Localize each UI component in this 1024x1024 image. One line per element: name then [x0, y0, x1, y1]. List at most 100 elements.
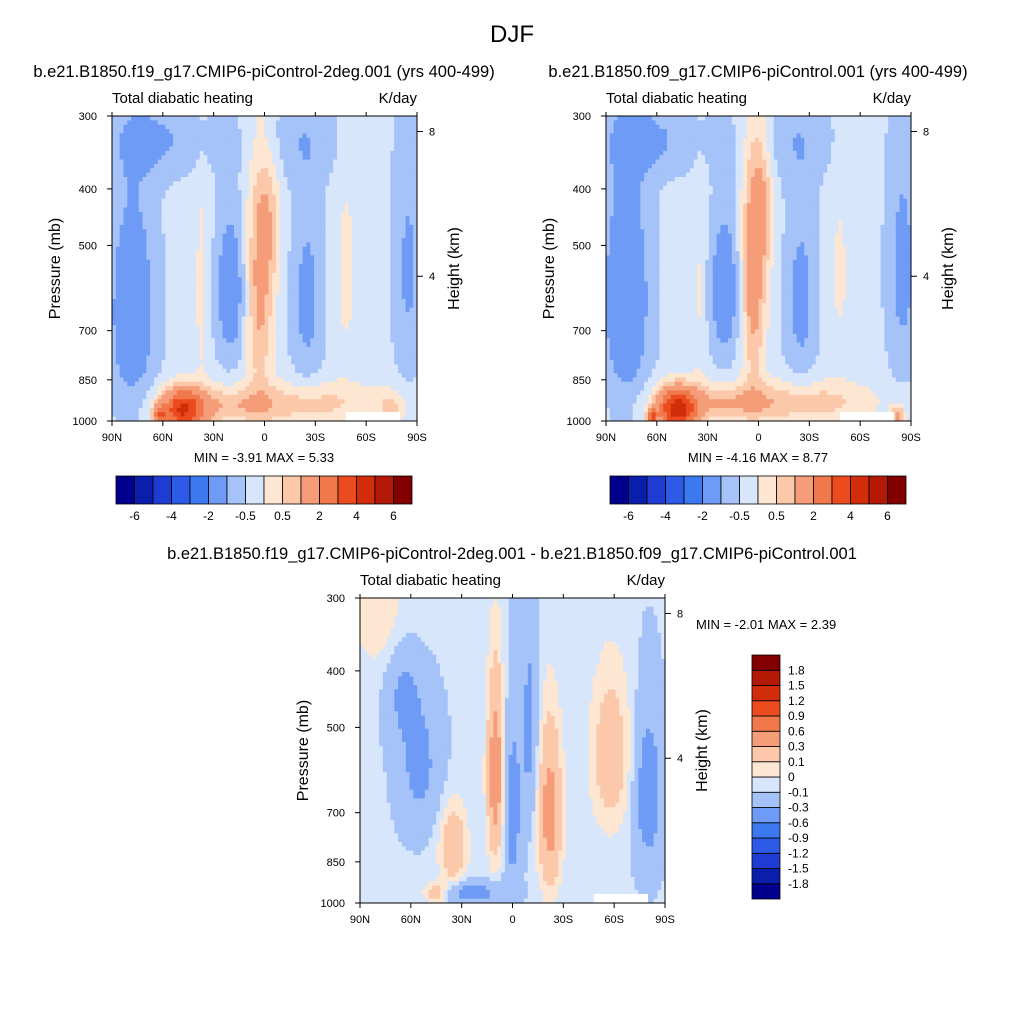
heatmap-cell — [390, 360, 395, 365]
heatmap-cell — [352, 338, 357, 344]
heatmap-cell — [211, 124, 216, 130]
heatmap-cell — [333, 146, 338, 152]
heatmap-cell — [401, 177, 407, 182]
heatmap-cell — [165, 285, 170, 291]
heatmap-cell — [394, 329, 399, 335]
heatmap-cell — [115, 342, 121, 348]
heatmap-cell — [302, 224, 308, 230]
heatmap-cell — [146, 299, 151, 304]
heatmap-cell — [184, 211, 189, 217]
heatmap-cell — [298, 351, 304, 357]
heatmap-cell — [211, 281, 216, 287]
heatmap-cell — [397, 325, 403, 331]
heatmap-cell — [397, 364, 403, 370]
heatmap-cell — [214, 381, 220, 387]
heatmap-cell — [119, 259, 125, 265]
heatmap-cell — [321, 185, 327, 191]
heatmap-cell — [306, 268, 311, 274]
heatmap-cell — [146, 220, 151, 226]
heatmap-cell — [119, 377, 125, 383]
heatmap-cell — [394, 233, 399, 239]
heatmap-cell — [298, 224, 304, 230]
heatmap-cell — [249, 129, 254, 135]
heatmap-cell — [397, 272, 403, 278]
heatmap-cell — [195, 203, 201, 209]
heatmap-cell — [142, 238, 147, 243]
heatmap-cell — [405, 229, 410, 235]
heatmap-cell — [413, 294, 417, 300]
heatmap-cell — [173, 220, 178, 226]
heatmap-cell — [390, 355, 395, 361]
heatmap-cell — [173, 255, 178, 261]
heatmap-cell — [356, 325, 361, 331]
heatmap-cell — [344, 285, 349, 291]
heatmap-cell — [375, 325, 380, 331]
heatmap-cell — [329, 124, 334, 130]
heatmap-cell — [409, 203, 414, 209]
heatmap-cell — [329, 142, 334, 148]
heatmap-cell — [165, 277, 170, 283]
heatmap-cell — [119, 364, 125, 370]
heatmap-cell — [180, 303, 186, 309]
heatmap-cell — [142, 246, 147, 252]
heatmap-cell — [275, 333, 281, 339]
heatmap-cell — [287, 285, 292, 291]
heatmap-cell — [325, 207, 330, 213]
heatmap-cell — [333, 129, 338, 135]
heatmap-cell — [237, 185, 243, 191]
heatmap-cell — [405, 373, 410, 379]
heatmap-cell — [317, 229, 323, 235]
heatmap-cell — [390, 133, 395, 139]
heatmap-cell — [173, 120, 178, 126]
heatmap-cell — [222, 177, 227, 182]
heatmap-cell — [165, 185, 170, 191]
heatmap-cell — [298, 281, 304, 287]
heatmap-cell — [249, 333, 254, 339]
heatmap-cell — [203, 163, 208, 169]
heatmap-cell — [317, 207, 323, 213]
heatmap-cell — [138, 307, 144, 313]
heatmap-cell — [199, 124, 205, 130]
heatmap-cell — [336, 146, 342, 152]
heatmap-cell — [287, 207, 292, 213]
heatmap-cell — [123, 281, 128, 287]
heatmap-cell — [336, 177, 342, 182]
heatmap-cell — [283, 116, 288, 121]
heatmap-cell — [188, 242, 193, 248]
heatmap-cell — [283, 325, 288, 331]
heatmap-cell — [245, 355, 250, 361]
heatmap-cell — [256, 381, 262, 387]
heatmap-cell — [272, 120, 277, 126]
heatmap-cell — [268, 137, 273, 143]
heatmap-cell — [287, 190, 292, 196]
heatmap-cell — [127, 172, 132, 178]
heatmap-cell — [283, 360, 288, 365]
heatmap-cell — [230, 190, 235, 196]
heatmap-cell — [321, 220, 327, 226]
heatmap-cell — [386, 277, 391, 283]
heatmap-cell — [329, 224, 334, 230]
heatmap-cell — [226, 216, 231, 222]
heatmap-cell — [314, 290, 319, 296]
heatmap-cell — [367, 268, 372, 274]
heatmap-cell — [344, 120, 349, 126]
heatmap-cell — [180, 159, 186, 165]
heatmap-cell — [268, 181, 273, 187]
heatmap-cell — [394, 229, 399, 235]
heatmap-cell — [394, 268, 399, 274]
heatmap-cell — [138, 150, 144, 156]
heatmap-cell — [214, 194, 220, 200]
heatmap-cell — [161, 124, 166, 130]
heatmap-cell — [253, 351, 258, 357]
heatmap-cell — [344, 163, 349, 169]
heatmap-cell — [188, 163, 193, 169]
heatmap-cell — [405, 255, 410, 261]
heatmap-cell — [344, 255, 349, 261]
heatmap-cell — [256, 194, 262, 200]
heatmap-cell — [390, 190, 395, 196]
heatmap-cell — [302, 194, 308, 200]
heatmap-cell — [253, 198, 258, 204]
heatmap-cell — [123, 368, 128, 374]
heatmap-cell — [378, 203, 384, 209]
heatmap-cell — [169, 386, 174, 392]
